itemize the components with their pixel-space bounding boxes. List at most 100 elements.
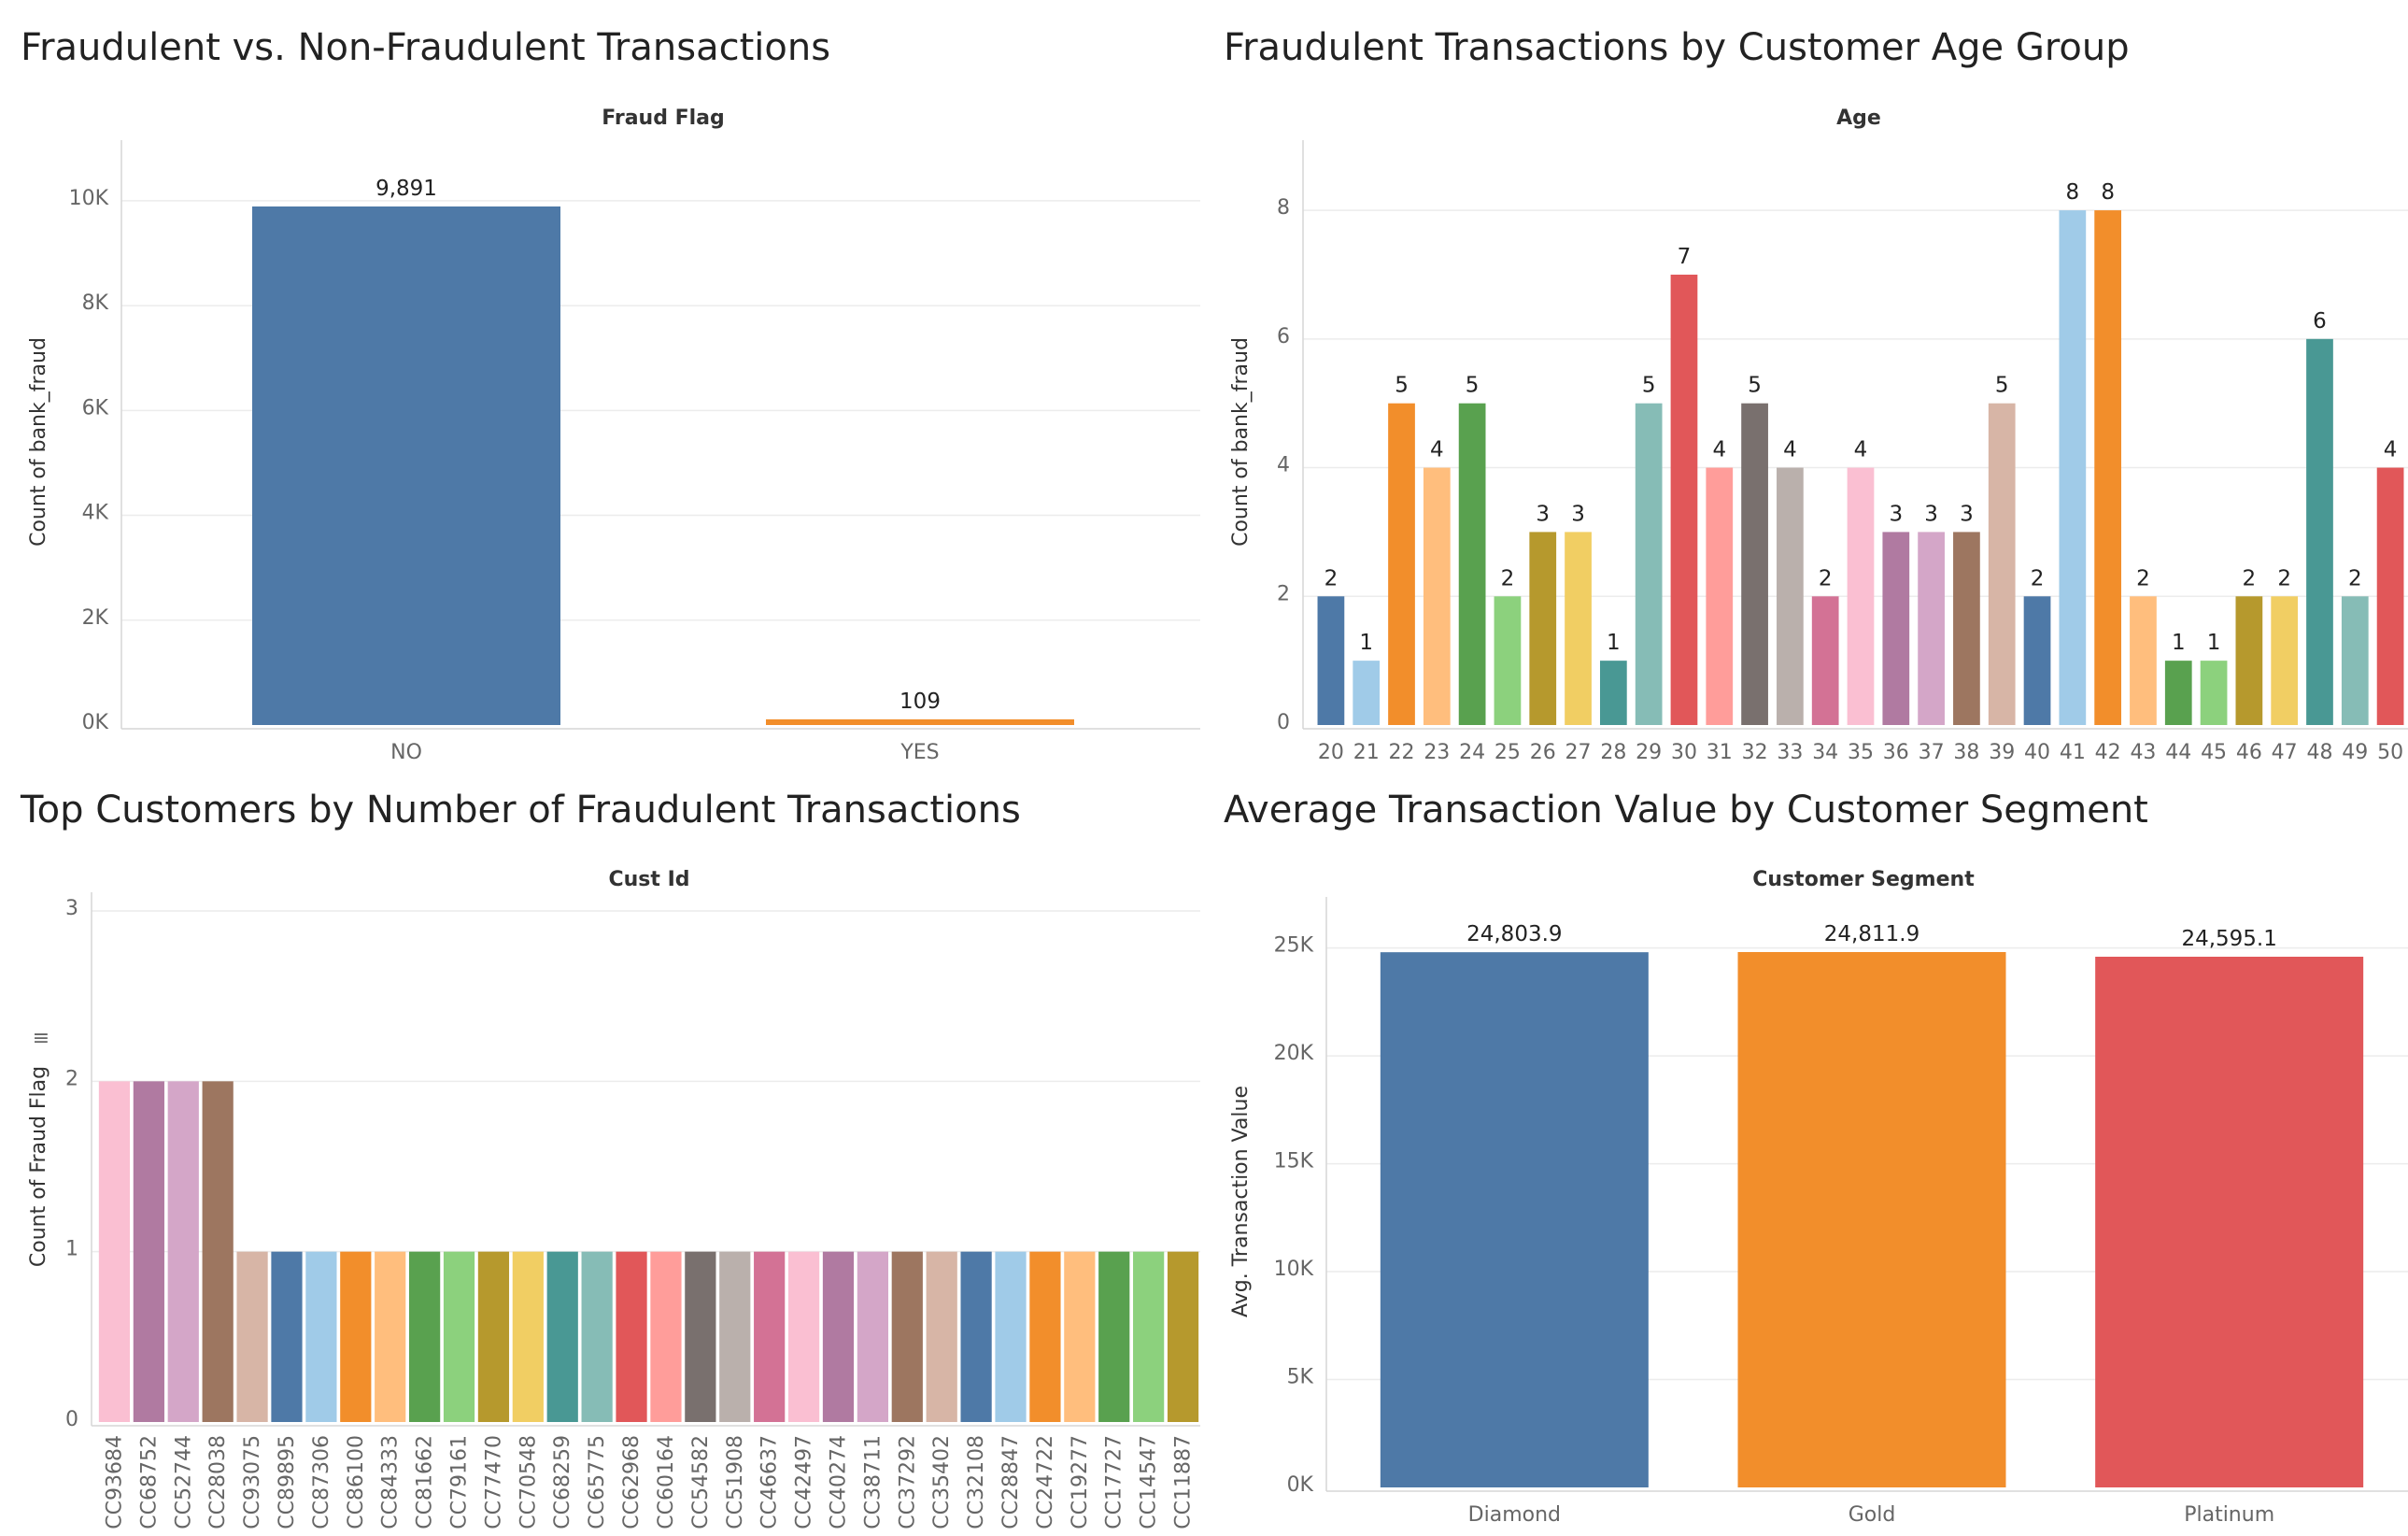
x-tick-cust: CC11887 — [1172, 1435, 1196, 1529]
bar-cust-CC87306[interactable] — [305, 1251, 337, 1422]
bar-cust-CC51908[interactable] — [719, 1251, 751, 1422]
bar-cust-CC93684[interactable] — [98, 1081, 131, 1422]
bar-age-30[interactable] — [1670, 274, 1698, 725]
bar-cust-CC84333[interactable] — [375, 1251, 406, 1422]
bar-age-25[interactable] — [1494, 596, 1522, 725]
y-tick-fraud: 8K — [82, 292, 109, 315]
bar-age-31[interactable] — [1706, 467, 1734, 725]
x-tick-age: 49 — [2342, 741, 2368, 764]
bar-age-46[interactable] — [2235, 596, 2263, 725]
bar-age-22[interactable] — [1388, 403, 1415, 725]
bar-cust-CC54582[interactable] — [685, 1251, 716, 1422]
x-tick-cust: CC77470 — [482, 1435, 505, 1529]
bar-age-26[interactable] — [1529, 532, 1557, 725]
bar-age-29[interactable] — [1635, 403, 1663, 725]
bar-age-20[interactable] — [1317, 596, 1345, 725]
bar-age-47[interactable] — [2271, 596, 2299, 725]
bar-cust-CC89895[interactable] — [271, 1251, 303, 1422]
y-tick-fraud: 10K — [69, 187, 109, 210]
bar-age-38[interactable] — [1953, 532, 1980, 725]
x-tick-age: 50 — [2377, 741, 2403, 764]
bar-cust-CC38711[interactable] — [857, 1251, 888, 1422]
bar-cust-CC60164[interactable] — [650, 1251, 682, 1422]
bar-cust-CC37292[interactable] — [891, 1251, 923, 1422]
x-tick-cust: CC68752 — [137, 1435, 161, 1529]
y-tick-segment: 0K — [1287, 1473, 1314, 1497]
bar-age-28[interactable] — [1599, 661, 1627, 725]
bar-age-35[interactable] — [1847, 467, 1875, 725]
bar-cust-CC14547[interactable] — [1133, 1251, 1165, 1422]
bar-cust-CC70548[interactable] — [512, 1251, 544, 1422]
x-tick-cust: CC24722 — [1034, 1435, 1057, 1529]
bar-cust-CC68752[interactable] — [133, 1081, 164, 1422]
x-tick-cust: CC70548 — [517, 1435, 540, 1529]
bar-cust-CC68259[interactable] — [546, 1251, 578, 1422]
chart-title-fraud-by-age: Fraudulent Transactions by Customer Age … — [1224, 26, 2130, 69]
x-tick-cust: CC28038 — [206, 1435, 230, 1529]
x-tick-age: 39 — [1989, 741, 2015, 764]
bar-fraud-YES[interactable] — [766, 718, 1074, 725]
data-label-age: 4 — [1712, 438, 1726, 462]
bar-cust-CC93075[interactable] — [236, 1251, 268, 1422]
bar-cust-CC46637[interactable] — [754, 1251, 786, 1422]
x-tick-age: 23 — [1424, 741, 1450, 764]
data-label-age: 3 — [1571, 502, 1585, 526]
data-label-age: 4 — [1430, 438, 1444, 462]
bar-segment-Gold[interactable] — [1737, 951, 2006, 1487]
bar-cust-CC81662[interactable] — [409, 1251, 441, 1422]
bar-cust-CC35402[interactable] — [926, 1251, 957, 1422]
y-axis-label-age: Count of bank_fraud — [1229, 337, 1253, 547]
bar-age-21[interactable] — [1353, 661, 1381, 725]
bar-cust-CC62968[interactable] — [616, 1251, 647, 1422]
bar-age-50[interactable] — [2376, 467, 2404, 725]
bar-cust-CC65775[interactable] — [581, 1251, 613, 1422]
bar-age-42[interactable] — [2094, 210, 2122, 725]
bar-age-34[interactable] — [1811, 596, 1839, 725]
x-tick-cust: CC86100 — [345, 1435, 368, 1529]
bar-segment-Diamond[interactable] — [1380, 952, 1649, 1487]
bar-age-48[interactable] — [2306, 338, 2333, 725]
bar-segment-Platinum[interactable] — [2095, 956, 2364, 1487]
bar-fraud-NO[interactable] — [252, 206, 560, 725]
data-label-age: 5 — [1395, 374, 1409, 398]
y-tick-age: 8 — [1277, 196, 1290, 220]
x-tick-cust: CC60164 — [655, 1435, 678, 1529]
bar-cust-CC28847[interactable] — [995, 1251, 1027, 1422]
x-tick-age: 37 — [1919, 741, 1945, 764]
bar-cust-CC86100[interactable] — [340, 1251, 372, 1422]
bar-age-45[interactable] — [2200, 661, 2228, 725]
bar-cust-CC11887[interactable] — [1167, 1251, 1199, 1422]
x-tick-cust: CC32108 — [965, 1435, 988, 1529]
bar-age-39[interactable] — [1988, 403, 2016, 725]
chart-title-avg-transaction-value: Average Transaction Value by Customer Se… — [1224, 789, 2148, 832]
bar-cust-CC40274[interactable] — [822, 1251, 855, 1422]
bar-cust-CC79161[interactable] — [443, 1251, 475, 1422]
bar-cust-CC77470[interactable] — [477, 1251, 510, 1422]
bar-age-44[interactable] — [2164, 661, 2192, 725]
bar-age-27[interactable] — [1565, 532, 1592, 725]
x-tick-cust: CC14547 — [1138, 1435, 1161, 1529]
bar-age-23[interactable] — [1423, 467, 1451, 725]
bar-age-41[interactable] — [2059, 210, 2087, 725]
x-tick-cust: CC46637 — [758, 1435, 782, 1529]
x-tick-age: 31 — [1707, 741, 1733, 764]
bar-age-24[interactable] — [1458, 403, 1486, 725]
bar-age-32[interactable] — [1741, 403, 1768, 725]
bar-age-37[interactable] — [1918, 532, 1945, 725]
x-tick-cust: CC87306 — [310, 1435, 333, 1529]
bar-cust-CC42497[interactable] — [787, 1251, 820, 1422]
bar-age-43[interactable] — [2130, 596, 2157, 725]
bar-age-33[interactable] — [1777, 467, 1804, 725]
bar-cust-CC17727[interactable] — [1098, 1251, 1130, 1422]
bar-cust-CC24722[interactable] — [1029, 1251, 1061, 1422]
bar-cust-CC32108[interactable] — [960, 1251, 992, 1422]
bar-cust-CC19277[interactable] — [1064, 1251, 1096, 1422]
bar-age-40[interactable] — [2023, 596, 2051, 725]
bar-cust-CC28038[interactable] — [202, 1081, 234, 1422]
data-label-age: 5 — [1995, 374, 2009, 398]
bar-age-49[interactable] — [2341, 596, 2369, 725]
x-tick-segment: Platinum — [2184, 1503, 2274, 1527]
bar-age-36[interactable] — [1882, 532, 1910, 725]
bar-cust-CC52744[interactable] — [167, 1081, 199, 1422]
sort-icon[interactable]: ≡ — [33, 1027, 50, 1050]
